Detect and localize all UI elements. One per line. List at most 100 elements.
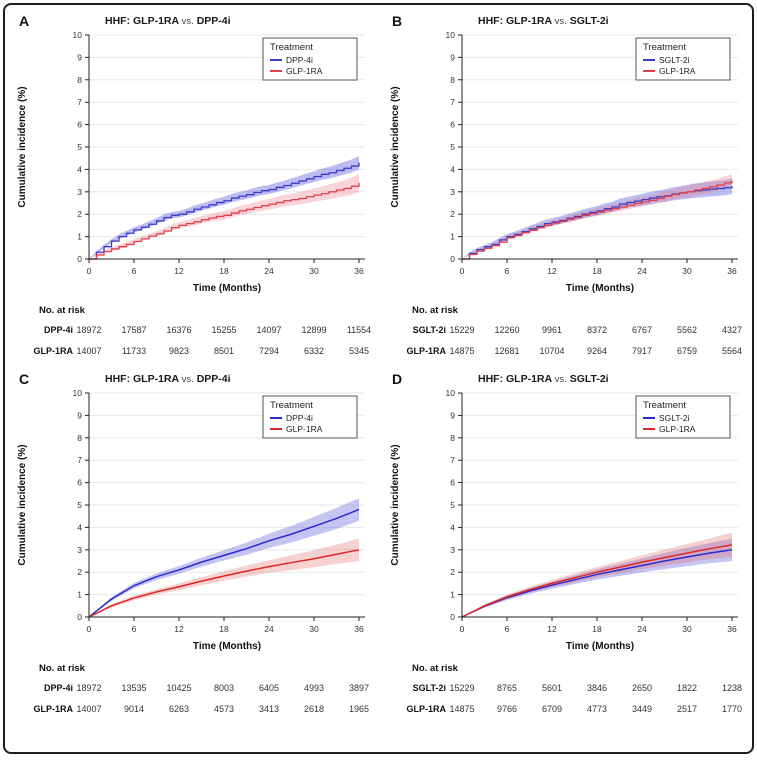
- risk-table-b: No. at risk SGLT-2i 15229 12260 9961 8372 6767…: [382, 303, 752, 367]
- confidence-band-GLP-1RA: [462, 173, 732, 259]
- panel-a: A HHF: GLP-1RA vs. DPP-4i 0 1 2 3 4 5 6 7 8 9 10 0 6…: [7, 9, 380, 367]
- y-tick-label: 2: [77, 209, 82, 219]
- legend-title: Treatment: [643, 42, 686, 53]
- risk-count: 3449: [631, 704, 653, 714]
- y-tick-label: 4: [77, 522, 82, 532]
- risk-count: 8003: [213, 683, 235, 693]
- x-tick-label: 12: [547, 624, 557, 634]
- y-tick-label: 0: [77, 612, 82, 622]
- legend-label-GLP-1RA: GLP-1RA: [286, 66, 323, 76]
- title-vs: vs.: [554, 374, 567, 385]
- y-tick-label: 7: [450, 455, 455, 465]
- title-left: HHF: GLP-1RA: [105, 15, 179, 27]
- risk-count: 8765: [496, 683, 518, 693]
- risk-table-label: No. at risk: [412, 305, 458, 316]
- x-tick-label: 24: [264, 624, 274, 634]
- legend-title: Treatment: [270, 42, 313, 53]
- risk-count: 1770: [721, 704, 743, 714]
- x-axis-label: Time (Months): [566, 283, 634, 294]
- y-tick-label: 5: [77, 142, 82, 152]
- x-tick-label: 12: [174, 624, 184, 634]
- confidence-band-GLP-1RA: [89, 538, 359, 617]
- y-tick-label: 7: [77, 97, 82, 107]
- y-tick-label: 2: [450, 209, 455, 219]
- y-tick-label: 6: [77, 478, 82, 488]
- y-tick-label: 8: [77, 75, 82, 85]
- x-tick-label: 24: [264, 266, 274, 276]
- y-axis-label: Cumulative incidence (%): [17, 86, 28, 207]
- legend-label-GLP-1RA: GLP-1RA: [659, 66, 696, 76]
- x-tick-label: 18: [219, 266, 229, 276]
- risk-count: 10704: [539, 346, 565, 356]
- legend-label-SGLT-2i: SGLT-2i: [659, 413, 690, 423]
- title-left: HHF: GLP-1RA: [478, 15, 552, 27]
- y-tick-label: 3: [450, 187, 455, 197]
- y-axis-label: Cumulative incidence (%): [390, 444, 401, 565]
- risk-count: 9823: [168, 346, 190, 356]
- risk-count: 6759: [676, 346, 698, 356]
- legend-title: Treatment: [643, 400, 686, 411]
- risk-count: 16376: [166, 325, 192, 335]
- x-tick-label: 0: [460, 266, 465, 276]
- panel-letter-a: A: [19, 13, 30, 29]
- risk-row-name: GLP-1RA: [406, 346, 446, 356]
- risk-count: 1965: [348, 704, 370, 714]
- y-tick-label: 10: [446, 388, 456, 398]
- title-right: DPP-4i: [196, 373, 231, 385]
- panel-title-c: HHF: GLP-1RA vs. DPP-4i: [105, 369, 380, 385]
- title-vs: vs.: [181, 374, 194, 385]
- x-tick-label: 6: [132, 624, 137, 634]
- y-axis-label: Cumulative incidence (%): [17, 444, 28, 565]
- x-axis-label: Time (Months): [193, 641, 261, 652]
- x-tick-label: 18: [219, 624, 229, 634]
- risk-count: 3413: [258, 704, 280, 714]
- risk-count: 6263: [168, 704, 190, 714]
- x-tick-label: 12: [174, 266, 184, 276]
- x-axis-label: Time (Months): [566, 641, 634, 652]
- y-tick-label: 3: [77, 545, 82, 555]
- risk-count: 4993: [303, 683, 325, 693]
- y-tick-label: 6: [77, 120, 82, 130]
- x-tick-label: 36: [354, 266, 364, 276]
- y-tick-label: 6: [450, 120, 455, 130]
- risk-count: 12260: [494, 325, 520, 335]
- risk-row-name: GLP-1RA: [33, 346, 73, 356]
- risk-count: 17587: [121, 325, 147, 335]
- risk-row-name: GLP-1RA: [33, 704, 73, 714]
- y-tick-label: 10: [73, 388, 83, 398]
- y-tick-label: 0: [450, 254, 455, 264]
- risk-count: 9014: [123, 704, 145, 714]
- x-tick-label: 30: [682, 266, 692, 276]
- y-tick-label: 4: [450, 522, 455, 532]
- risk-count: 3846: [586, 683, 608, 693]
- legend-title: Treatment: [270, 400, 313, 411]
- x-tick-label: 36: [727, 624, 737, 634]
- risk-row-name: DPP-4i: [43, 683, 73, 693]
- risk-count: 5601: [541, 683, 563, 693]
- risk-count: 5562: [676, 325, 698, 335]
- y-tick-label: 1: [450, 232, 455, 242]
- legend-label-DPP-4i: DPP-4i: [286, 55, 313, 65]
- x-tick-label: 0: [87, 624, 92, 634]
- panel-b: B HHF: GLP-1RA vs. SGLT-2i 0 1 2 3 4 5 6 7 8 9 10 0…: [380, 9, 752, 367]
- panel-d: D HHF: GLP-1RA vs. SGLT-2i 0 1 2 3 4 5 6 7 8 9 10 0…: [380, 367, 752, 725]
- y-tick-label: 0: [77, 254, 82, 264]
- risk-count: 5345: [348, 346, 370, 356]
- risk-count: 14875: [449, 346, 475, 356]
- legend-label-GLP-1RA: GLP-1RA: [659, 424, 696, 434]
- legend-label-GLP-1RA: GLP-1RA: [286, 424, 323, 434]
- y-tick-label: 9: [77, 52, 82, 62]
- x-tick-label: 18: [592, 624, 602, 634]
- x-tick-label: 6: [505, 266, 510, 276]
- y-tick-label: 7: [77, 455, 82, 465]
- y-tick-label: 9: [77, 410, 82, 420]
- y-tick-label: 9: [450, 410, 455, 420]
- x-tick-label: 6: [505, 624, 510, 634]
- risk-table-label: No. at risk: [39, 663, 85, 674]
- y-tick-label: 4: [450, 164, 455, 174]
- risk-count: 6332: [303, 346, 325, 356]
- figure-frame: A HHF: GLP-1RA vs. DPP-4i 0 1 2 3 4 5 6 7 8 9 10 0 6…: [3, 3, 754, 754]
